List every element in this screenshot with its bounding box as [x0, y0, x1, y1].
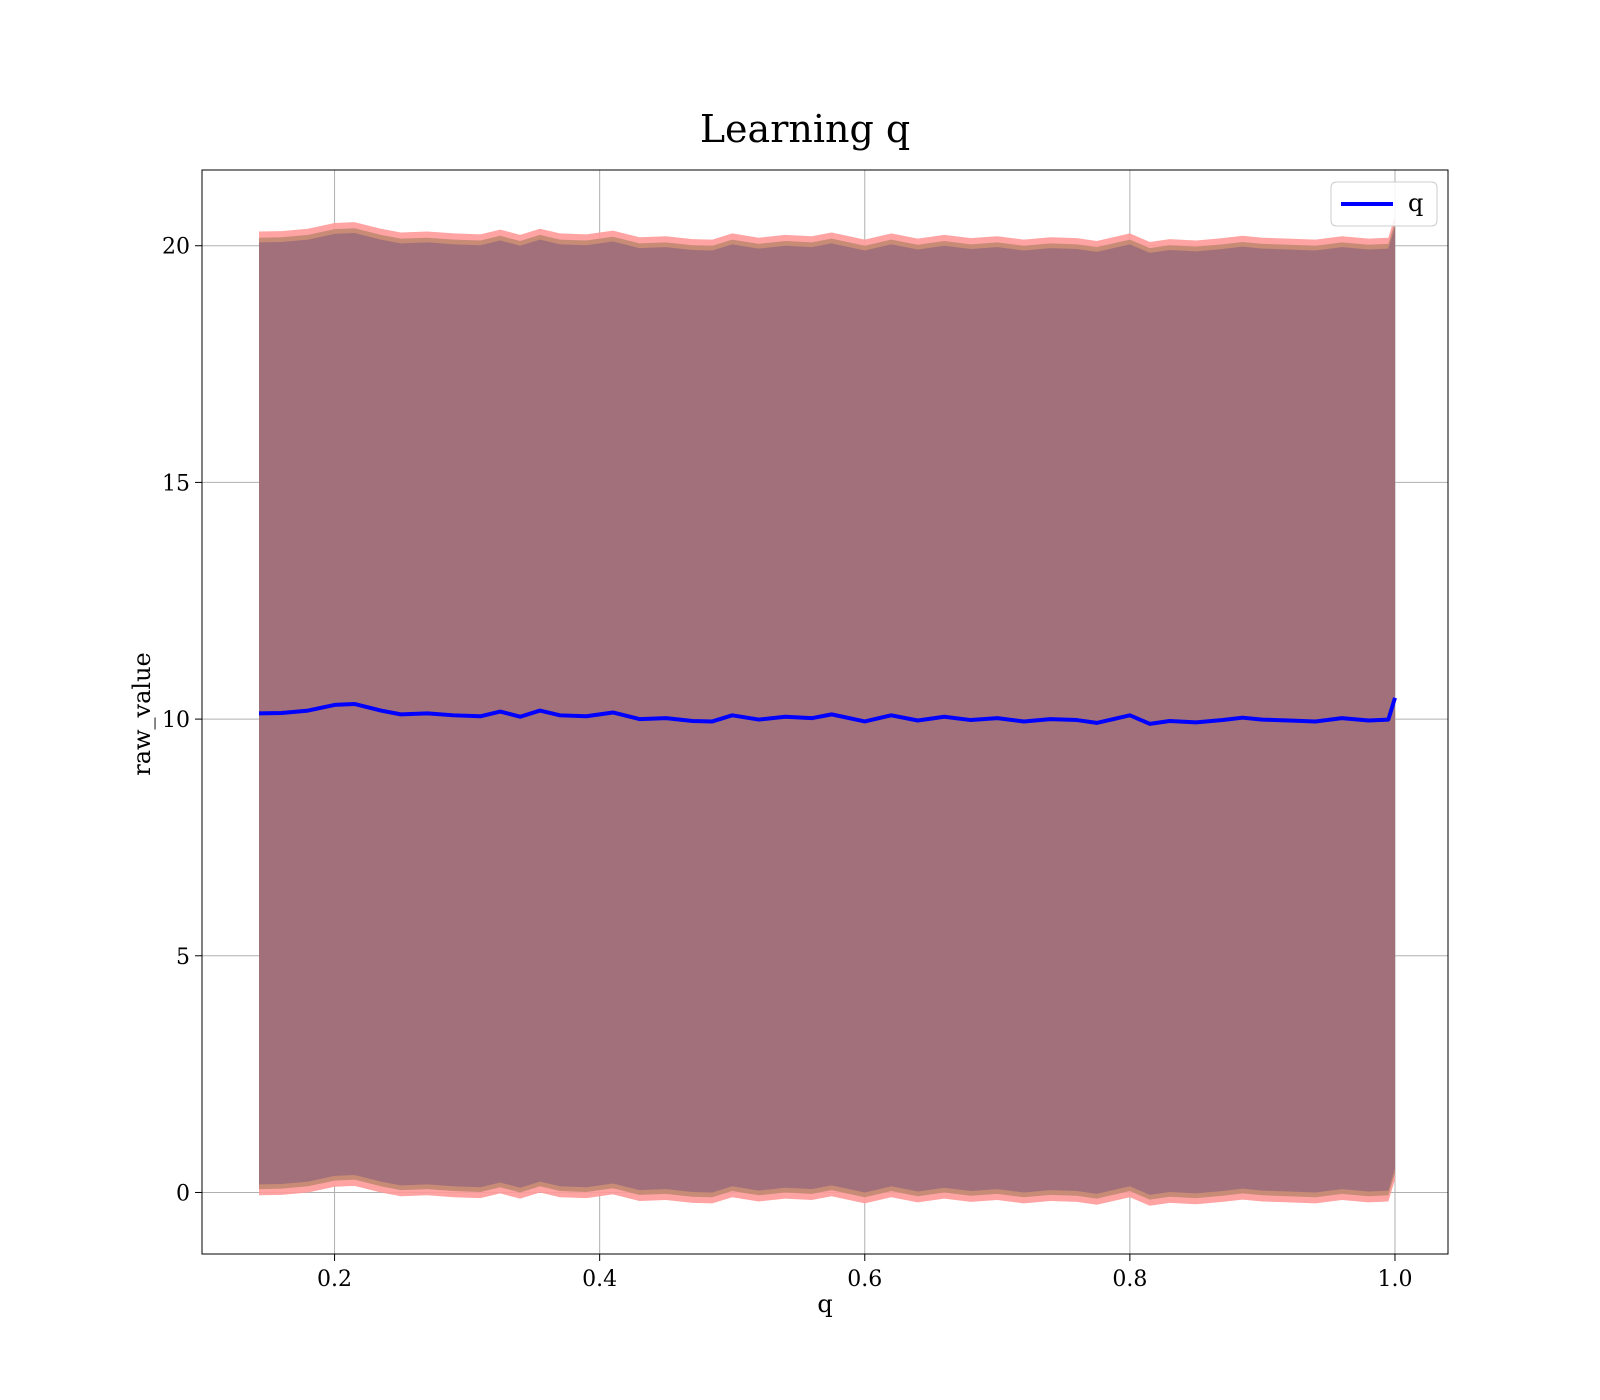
legend-label: q	[1408, 189, 1423, 217]
legend: q	[1330, 181, 1438, 227]
y-tick-label: 20	[162, 235, 190, 260]
series-line-q	[258, 697, 1397, 726]
y-tick-label: 10	[162, 708, 190, 733]
x-tick-label: 0.2	[317, 1267, 352, 1292]
axes: 0.2 0.4 0.6 0.8 1.0 0 5 10 15 20	[162, 169, 1449, 1292]
confidence-bands	[258, 215, 1395, 1206]
y-axis-label: raw_value	[128, 652, 156, 776]
x-tick-label: 1.0	[1377, 1267, 1412, 1292]
plot-frame	[201, 169, 1449, 1255]
series-lines	[258, 697, 1397, 726]
inner-band	[258, 226, 1395, 1195]
x-axis-label: q	[817, 1290, 832, 1318]
y-tick-label: 0	[176, 1181, 190, 1206]
y-tick-label: 5	[176, 945, 190, 970]
x-tick-label: 0.4	[582, 1267, 617, 1292]
x-tick-label: 0.8	[1112, 1267, 1147, 1292]
x-tick-label: 0.6	[847, 1267, 882, 1292]
chart-title: Learning q	[700, 107, 910, 151]
y-tick-label: 15	[162, 471, 190, 496]
